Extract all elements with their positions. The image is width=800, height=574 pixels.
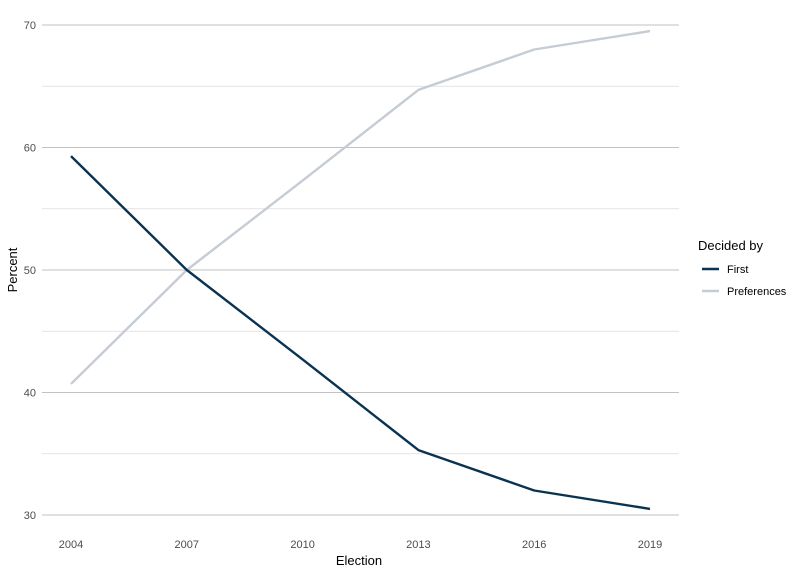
x-tick-label: 2010	[290, 539, 314, 551]
y-tick-label: 70	[24, 20, 36, 32]
series-line-first	[70, 155, 651, 511]
x-tick-label: 2013	[406, 539, 430, 551]
legend-label-first: First	[727, 264, 748, 276]
x-tick-label: 2016	[522, 539, 546, 551]
series-lines	[70, 29, 651, 511]
gridlines	[42, 24, 679, 516]
legend: Decided by First Preferences	[698, 238, 787, 298]
y-tick-label: 60	[24, 143, 36, 155]
y-tick-label: 40	[24, 388, 36, 400]
x-axis-ticks: 2004 2007 2010 2013 2016 2019	[59, 539, 662, 551]
x-axis-title: Election	[336, 553, 382, 568]
x-tick-label: 2019	[638, 539, 662, 551]
x-tick-label: 2007	[175, 539, 199, 551]
x-tick-label: 2004	[59, 539, 83, 551]
y-axis-title: Percent	[5, 247, 20, 292]
series-line-preferences	[70, 29, 651, 385]
legend-label-preferences: Preferences	[727, 286, 787, 298]
y-tick-label: 50	[24, 265, 36, 277]
legend-title: Decided by	[698, 238, 764, 253]
y-tick-label: 30	[24, 510, 36, 522]
y-axis-ticks: 30 40 50 60 70	[24, 20, 36, 522]
